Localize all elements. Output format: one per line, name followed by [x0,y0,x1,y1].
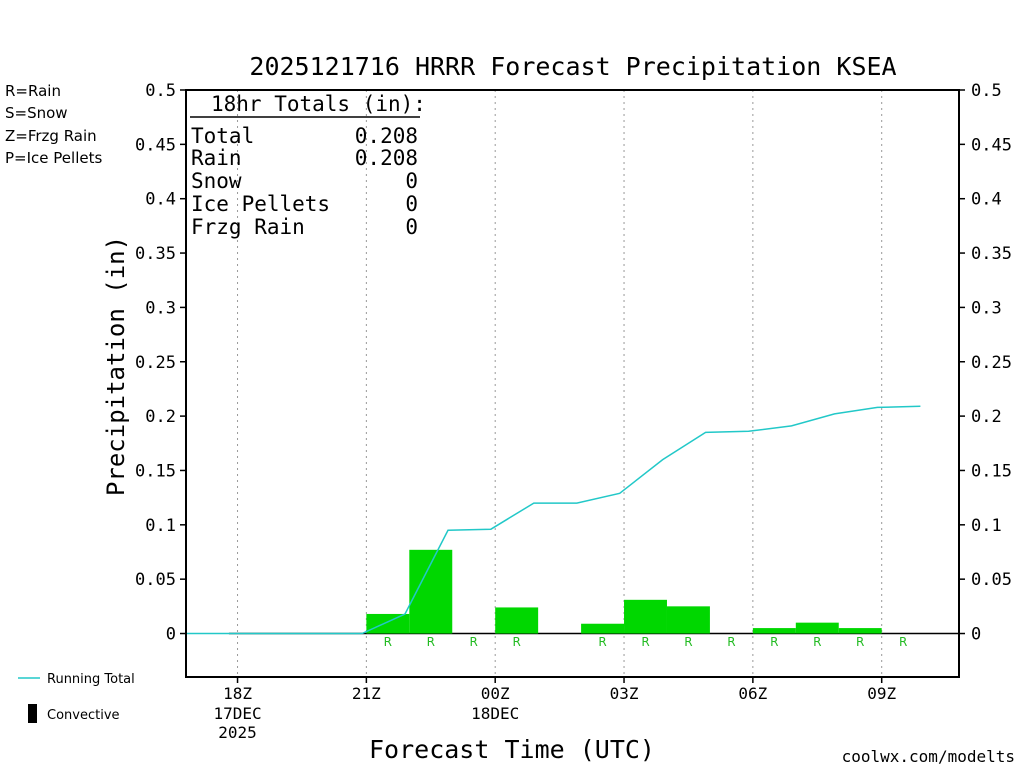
y-tick-label-right-1: 0.05 [971,570,1012,590]
totals-value-rain: 0.208 [355,146,418,170]
ptype-marker-0: R [384,635,392,649]
y-tick-label-right-0: 0 [971,625,981,645]
ptype-marker-11: R [899,635,907,649]
y-tick-label-right-3: 0.15 [971,461,1012,481]
ptype-marker-6: R [684,635,692,649]
ptype-marker-7: R [727,635,735,649]
y-tick-label-right-8: 0.4 [971,190,1002,210]
ptype-marker-4: R [598,635,606,649]
x-axis-label: Forecast Time (UTC) [369,735,655,764]
x-tick-date-2: 18DEC [471,704,519,723]
totals-value-frzg-rain: 0 [405,215,418,239]
running-total-line [186,405,921,635]
ptype-marker-1: R [427,635,435,649]
legend-snow: S=Snow [5,104,68,122]
chart-title: 2025121716 HRRR Forecast Precipitation K… [249,52,896,81]
y-axis-label: Precipitation (in) [102,236,130,496]
totals-value-total: 0.208 [355,124,418,148]
y-tick-label-right-2: 0.1 [971,516,1002,536]
legend-convective-swatch [28,704,37,723]
y-tick-label-left-9: 0.45 [135,135,176,155]
credit-text: coolwx.com/modelts [842,747,1015,766]
precip-bar-8 [838,628,882,634]
y-tick-label-left-8: 0.4 [145,190,176,210]
precip-bar-7 [795,622,839,634]
y-tick-label-left-2: 0.1 [145,516,176,536]
running-total-series [186,405,921,635]
gridlines [228,90,959,677]
bar-series [366,549,882,634]
ptype-marker-5: R [641,635,649,649]
y-tick-label-right-5: 0.25 [971,353,1012,373]
y-tick-label-left-7: 0.35 [135,244,176,264]
x-tick-year-0: 2025 [218,723,257,742]
precip-bar-4 [624,599,667,634]
y-tick-label-left-0: 0 [166,625,176,645]
totals-value-snow: 0 [405,169,418,193]
x-tick-date-0: 17DEC [213,704,261,723]
plot-frame [185,89,960,678]
y-tick-label-left-5: 0.25 [135,353,176,373]
legend-rain: R=Rain [5,82,61,100]
y-tick-label-right-6: 0.3 [971,298,1002,318]
ptype-legend: R=Rain S=Snow Z=Frzg Rain P=Ice Pellets [5,82,102,167]
precip-bar-6 [752,628,796,634]
ptype-marker-9: R [813,635,821,649]
y-tick-label-right-7: 0.35 [971,244,1012,264]
totals-label-frzg-rain: Frzg Rain [191,215,305,239]
precip-bar-3 [581,623,625,634]
x-tick-label-4: 06Z [738,684,767,703]
ptype-marker-3: R [513,635,521,649]
y-tick-label-left-10: 0.5 [145,81,176,101]
totals-label-ice-pellets: Ice Pellets [191,192,330,216]
legend-convective-label: Convective [47,708,120,723]
legend-ice-pellets: P=Ice Pellets [5,149,102,167]
ptype-marker-10: R [856,635,864,649]
ptype-marker-2: R [470,635,478,649]
totals-value-ice-pellets: 0 [405,192,418,216]
y-tick-label-right-4: 0.2 [971,407,1002,427]
y-tick-label-right-10: 0.5 [971,81,1002,101]
totals-label-total: Total [191,124,254,148]
y-tick-label-left-3: 0.15 [135,461,176,481]
totals-label-rain: Rain [191,146,242,170]
x-tick-label-3: 03Z [610,684,639,703]
legend-frzg-rain: Z=Frzg Rain [5,127,97,145]
totals-header: 18hr Totals (in): [211,92,426,116]
totals-label-snow: Snow [191,169,242,193]
legend-running-total-label: Running Total [47,672,135,687]
precip-bar-2 [495,607,539,634]
y-tick-label-left-1: 0.05 [135,570,176,590]
ptype-marker-8: R [770,635,778,649]
y-tick-label-right-9: 0.45 [971,135,1012,155]
totals-box: 18hr Totals (in): Total 0.208 Rain 0.208… [190,92,426,239]
y-axis-ticks: 0 00.05 0.050.1 0.10.15 0.150.2 0.20.25 0.250.… [135,81,1012,645]
precip-bar-5 [666,606,710,634]
precip-bar-0 [366,613,410,634]
y-tick-label-left-4: 0.2 [145,407,176,427]
y-tick-label-left-6: 0.3 [145,298,176,318]
x-tick-label-2: 00Z [481,684,510,703]
series-legend: Running Total Convective [18,672,135,723]
x-tick-label-1: 21Z [352,684,381,703]
x-tick-label-0: 18Z [223,684,252,703]
x-tick-label-5: 09Z [867,684,896,703]
